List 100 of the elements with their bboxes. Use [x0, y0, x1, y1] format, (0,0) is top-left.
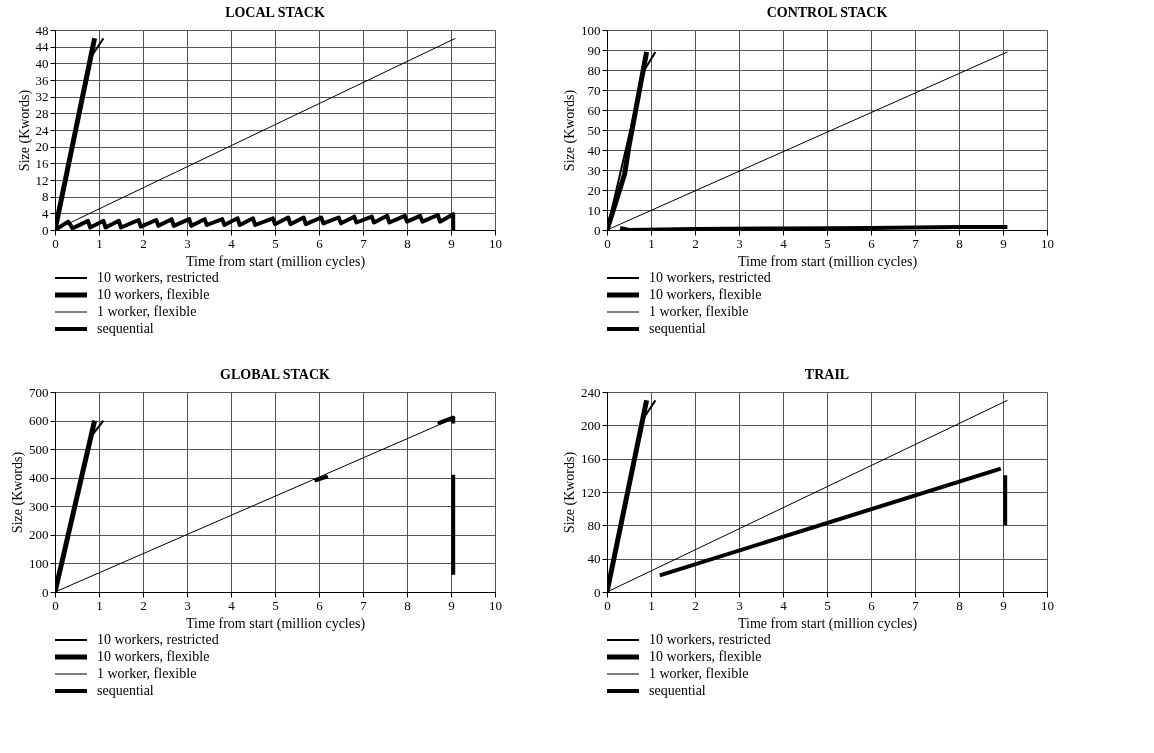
y-tick-label: 20 [35, 139, 49, 155]
y-tick-label: 0 [594, 222, 601, 238]
x-tick-label: 7 [360, 235, 368, 251]
legend-label: 1 worker, flexible [97, 304, 197, 319]
y-tick-label: 20 [587, 182, 601, 198]
x-axis-title: Time from start (million cycles) [185, 253, 366, 270]
x-tick-label: 8 [956, 235, 963, 251]
legend-label: sequential [97, 683, 154, 698]
x-tick-label: 0 [52, 235, 59, 251]
x-axis-title: Time from start (million cycles) [737, 253, 918, 270]
legend-label: sequential [97, 321, 154, 336]
legend-label: sequential [649, 683, 706, 698]
y-tick-label: 40 [35, 55, 49, 71]
chart-title: TRAIL [804, 367, 850, 382]
y-tick-label: 48 [35, 22, 49, 38]
x-tick-label: 9 [1000, 235, 1007, 251]
x-tick-label: 6 [868, 597, 876, 613]
x-tick-label: 3 [184, 235, 191, 251]
x-tick-label: 9 [448, 597, 455, 613]
y-tick-label: 44 [35, 39, 49, 55]
y-axis-title: Size (Kwords) [562, 451, 578, 534]
y-tick-label: 32 [35, 89, 49, 105]
legend-label: 1 worker, flexible [649, 666, 749, 681]
x-tick-label: 2 [140, 235, 147, 251]
y-tick-label: 700 [29, 384, 49, 400]
x-tick-label: 2 [692, 235, 699, 251]
x-tick-label: 8 [404, 235, 411, 251]
y-tick-label: 200 [581, 417, 601, 433]
y-tick-label: 12 [35, 172, 49, 188]
x-axis-title: Time from start (million cycles) [737, 615, 918, 632]
y-tick-label: 90 [587, 42, 601, 58]
chart-title: LOCAL STACK [225, 5, 325, 20]
legend-label: 10 workers, flexible [649, 649, 762, 664]
x-tick-label: 4 [228, 597, 236, 613]
y-tick-label: 160 [581, 451, 601, 467]
y-tick-label: 500 [29, 441, 49, 457]
legend-label: 10 workers, restricted [97, 270, 219, 285]
y-tick-label: 40 [587, 142, 601, 158]
y-tick-label: 100 [581, 22, 601, 38]
x-tick-label: 3 [736, 597, 743, 613]
y-tick-label: 28 [35, 105, 49, 121]
x-tick-label: 8 [956, 597, 963, 613]
x-tick-label: 10 [1041, 235, 1054, 251]
y-tick-label: 80 [587, 62, 601, 78]
y-tick-label: 24 [35, 122, 49, 138]
y-tick-label: 0 [594, 584, 601, 600]
y-tick-label: 8 [42, 189, 49, 205]
x-tick-label: 9 [1000, 597, 1007, 613]
x-tick-label: 0 [52, 597, 59, 613]
chart-title: CONTROL STACK [766, 5, 888, 20]
y-tick-label: 30 [587, 162, 601, 178]
x-tick-label: 9 [448, 235, 455, 251]
x-tick-label: 5 [272, 235, 279, 251]
x-tick-label: 10 [1041, 597, 1054, 613]
x-tick-label: 2 [692, 597, 699, 613]
x-tick-label: 1 [96, 235, 103, 251]
x-tick-label: 6 [316, 597, 324, 613]
y-tick-label: 0 [42, 222, 49, 238]
y-tick-label: 80 [587, 517, 601, 533]
x-tick-label: 4 [228, 235, 236, 251]
x-tick-label: 5 [824, 235, 831, 251]
x-tick-label: 2 [140, 597, 147, 613]
y-tick-label: 16 [35, 155, 49, 171]
x-tick-label: 7 [360, 597, 368, 613]
x-tick-label: 0 [604, 235, 611, 251]
x-tick-label: 4 [780, 597, 788, 613]
y-tick-label: 300 [29, 498, 49, 514]
y-axis-title: Size (Kwords) [10, 451, 26, 534]
x-tick-label: 7 [912, 235, 920, 251]
legend-label: 10 workers, restricted [649, 632, 771, 647]
x-tick-label: 5 [824, 597, 831, 613]
chart-title: GLOBAL STACK [220, 367, 331, 382]
x-tick-label: 10 [489, 235, 502, 251]
y-tick-label: 10 [587, 202, 601, 218]
y-tick-label: 36 [35, 72, 49, 88]
legend-label: 10 workers, restricted [97, 632, 219, 647]
x-tick-label: 10 [489, 597, 502, 613]
x-tick-label: 1 [96, 597, 103, 613]
x-tick-label: 6 [868, 235, 876, 251]
x-tick-label: 3 [736, 235, 743, 251]
x-tick-label: 0 [604, 597, 611, 613]
x-axis-title: Time from start (million cycles) [185, 615, 366, 632]
y-tick-label: 240 [581, 384, 601, 400]
x-tick-label: 5 [272, 597, 279, 613]
y-tick-label: 40 [587, 551, 601, 567]
legend-label: 1 worker, flexible [97, 666, 197, 681]
legend-label: 10 workers, flexible [649, 287, 762, 302]
x-tick-label: 1 [648, 235, 655, 251]
y-axis-title: Size (Kwords) [562, 89, 578, 172]
y-axis-title: Size (Kwords) [16, 89, 33, 172]
y-tick-label: 60 [587, 102, 601, 118]
y-tick-label: 4 [42, 205, 49, 221]
x-tick-label: 3 [184, 597, 191, 613]
y-tick-label: 0 [42, 584, 49, 600]
x-tick-label: 1 [648, 597, 655, 613]
x-tick-label: 6 [316, 235, 324, 251]
legend-label: 10 workers, flexible [97, 287, 210, 302]
legend-label: 10 workers, flexible [97, 649, 210, 664]
legend-label: 1 worker, flexible [649, 304, 749, 319]
x-tick-label: 7 [912, 597, 920, 613]
